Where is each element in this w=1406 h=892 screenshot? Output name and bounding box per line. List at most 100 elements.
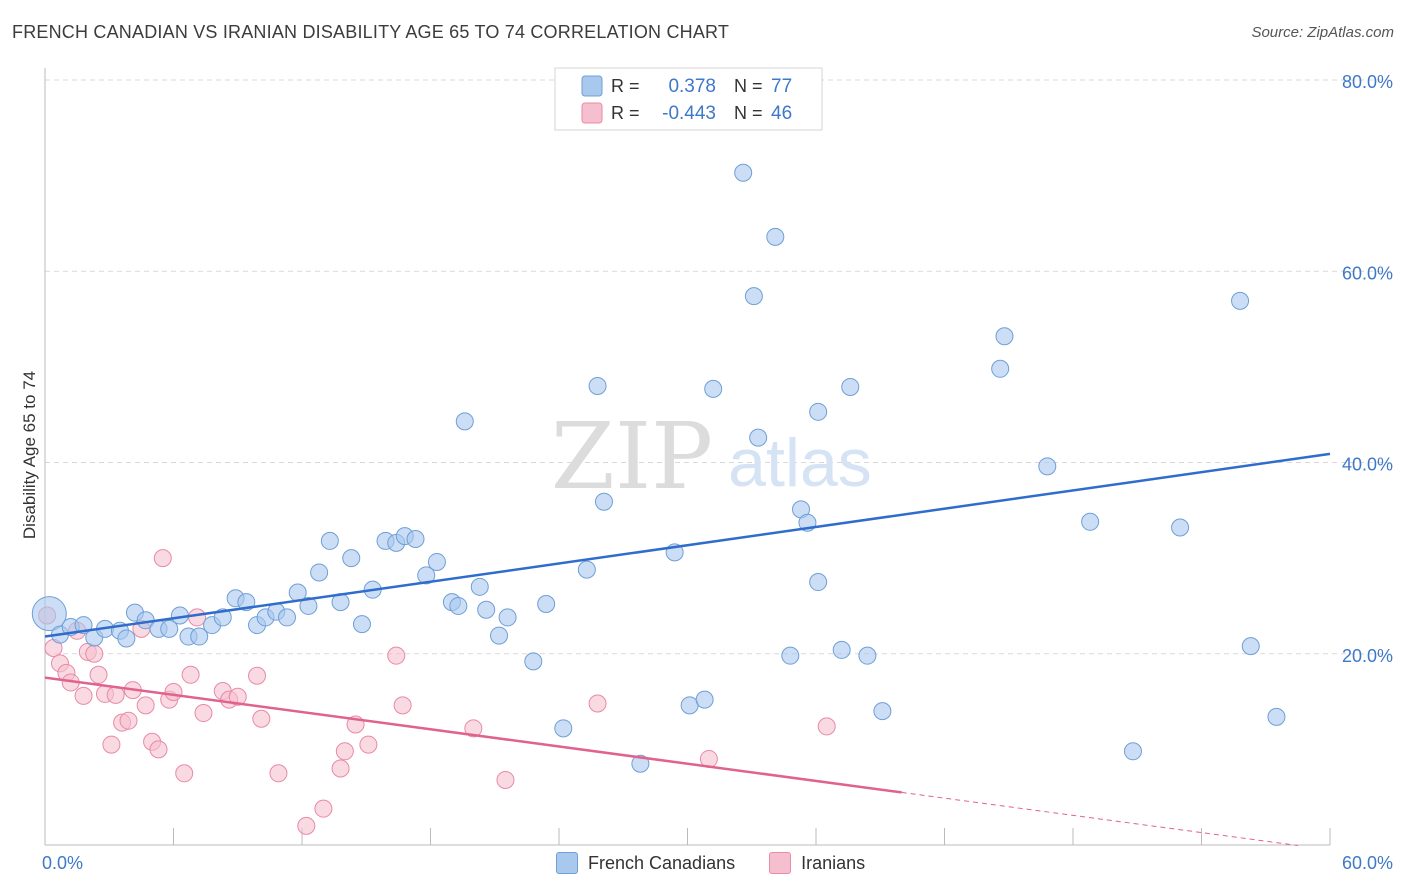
y-tick-label: 20.0% [1342,646,1393,666]
french-canadians-point [1081,512,1100,531]
x-tick-label: 0.0% [42,853,83,873]
legend-item-iranians[interactable]: Iranians [769,852,865,874]
correlation-legend: R = 0.378 N = 77 R = -0.443 N = 46 [554,67,823,131]
iranians-point [314,799,333,818]
french-canadians-point [1267,707,1286,726]
french-canadians-point [588,377,607,395]
french-canadians-point [498,608,517,627]
iranians-point [85,644,104,663]
french-canadians-point [278,608,297,627]
iranians-point [181,665,200,684]
y-tick-label: 80.0% [1342,72,1393,92]
iranians-point [297,816,316,835]
iranians-point [335,742,354,761]
legend-n-label-1: N = [734,76,763,96]
french-canadians-point [734,163,753,182]
french-canadians-point [490,626,509,645]
iranians-point [194,704,213,723]
french-canadians-point [310,563,329,582]
french-canadians-point [873,702,892,721]
french-canadians-point [320,531,339,550]
legend-r-value-1: 0.378 [668,76,716,97]
french-canadians-point [455,412,474,431]
legend-n-label-2: N = [734,103,763,123]
iranians-point [228,687,247,706]
french-canadians-point [1123,742,1142,761]
tick-labels: 20.0% 40.0% 60.0% 80.0% 0.0% 60.0% [42,72,1393,873]
iranians-point [164,683,183,701]
french-canadians-point [991,359,1010,378]
series-legend: French Canadians Iranians [556,852,889,874]
french-canadians-point [809,573,828,592]
french-canadians-point [832,640,851,659]
iranians-point [89,665,108,684]
iranians-point [149,740,168,759]
iranians-point [248,666,267,685]
french-canadians-point [342,549,361,568]
french-canadians-point [631,754,650,773]
french-canadians-point [406,530,425,548]
french-canadians-point [594,492,613,511]
french-canadians-point [577,560,596,579]
grid-lines [45,79,1392,655]
legend-label-french-canadians: French Canadians [588,852,736,873]
french-canadians-point [995,327,1014,346]
iranians-point [175,764,194,783]
legend-item-french-canadians[interactable]: French Canadians [556,852,735,874]
french-canadians-point [744,287,763,306]
iranians-point [464,719,483,738]
french-canadians-point [1038,457,1057,476]
x-tick-label: 60.0% [1342,853,1393,873]
legend-label-iranians: Iranians [801,852,866,873]
watermark: ZIP atlas [551,403,872,510]
iranians-trend-extension [901,791,1298,846]
legend-r-label-1: R = [611,76,640,96]
french-canadians-point [524,652,543,671]
french-canadians-point [160,619,179,638]
french-canadians-point [299,596,318,615]
iranians-point [817,717,836,736]
chart-title: FRENCH CANADIAN VS IRANIAN DISABILITY AG… [12,22,730,42]
french-canadians-point [417,566,436,585]
french-canadians-point [477,600,496,619]
source-credit[interactable]: Source: ZipAtlas.com [1251,24,1394,41]
french-canadians-point [841,377,860,396]
french-canadians-point [449,596,468,615]
legend-swatch-blue [581,75,603,97]
watermark-zip: ZIP [551,403,713,510]
iranians-point [496,770,515,789]
french-canadians-point [31,596,67,632]
y-tick-label: 40.0% [1342,455,1393,475]
iranians-trend-line [44,676,902,794]
french-canadians-point [695,690,714,709]
iranians-point [188,608,207,627]
french-canadians-point [809,402,828,421]
legend-swatch-pink [581,102,603,124]
iranians-point [331,759,350,778]
french-canadians-point [1231,291,1250,310]
iranians-point [387,646,406,665]
legend-r-value-2: -0.443 [662,103,716,124]
iranians-point [74,686,93,705]
iranians-point [102,735,121,754]
y-tick-label: 60.0% [1342,263,1393,283]
french-canadians-point [427,552,446,571]
french-canadians-point [749,428,768,447]
french-canadians-point [781,646,800,665]
iranians-point [393,696,412,715]
french-canadians-point [1241,637,1260,656]
french-canadians-point [766,227,785,246]
axes [44,68,1331,846]
french-canadians-point [213,608,232,627]
french-canadians-point [704,379,723,398]
trend-lines [44,452,1331,846]
legend-swatch-french-canadians [556,852,578,874]
french-canadians-trend-line [44,452,1331,638]
iranians-point [136,696,155,715]
iranians-point [153,549,172,568]
iranians-point [119,711,138,730]
iranians-point [359,735,378,754]
iranians-point [252,709,271,728]
legend-r-label-2: R = [611,103,640,123]
